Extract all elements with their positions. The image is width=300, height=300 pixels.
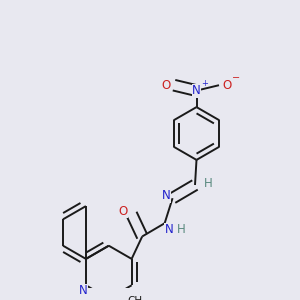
- Text: N: N: [192, 84, 201, 97]
- Text: O: O: [118, 205, 128, 218]
- Text: N: N: [79, 284, 87, 297]
- Text: CH₃: CH₃: [127, 296, 146, 300]
- Text: N: N: [162, 189, 170, 202]
- Text: O: O: [223, 79, 232, 92]
- Text: O: O: [161, 79, 170, 92]
- Text: +: +: [202, 79, 208, 88]
- Text: N: N: [165, 224, 173, 236]
- Text: H: H: [177, 224, 185, 236]
- Text: −: −: [232, 73, 241, 83]
- Text: H: H: [204, 177, 213, 190]
